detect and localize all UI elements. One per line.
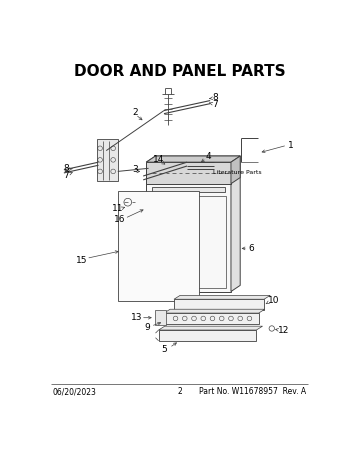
Text: 12: 12	[278, 326, 289, 334]
Polygon shape	[155, 310, 166, 325]
Polygon shape	[159, 330, 256, 341]
Polygon shape	[146, 162, 231, 292]
Text: 06/20/2023: 06/20/2023	[52, 387, 96, 396]
Text: Part No. W11678957  Rev. A: Part No. W11678957 Rev. A	[199, 387, 307, 396]
Text: 6: 6	[248, 244, 254, 253]
Polygon shape	[159, 326, 262, 330]
Text: 1: 1	[288, 141, 294, 150]
Polygon shape	[97, 139, 118, 181]
Text: 4: 4	[206, 152, 211, 161]
Polygon shape	[231, 156, 240, 184]
Bar	[151, 196, 226, 289]
Bar	[153, 187, 225, 192]
Text: Literature Parts: Literature Parts	[213, 170, 261, 175]
Text: 3: 3	[133, 165, 138, 174]
Text: 7: 7	[213, 100, 218, 109]
Text: 11: 11	[112, 204, 124, 213]
Polygon shape	[174, 299, 264, 310]
Polygon shape	[146, 156, 240, 162]
Polygon shape	[164, 313, 259, 324]
Text: 5: 5	[161, 345, 167, 354]
Text: 9: 9	[144, 323, 150, 332]
Text: 8: 8	[63, 164, 69, 173]
Text: 15: 15	[76, 256, 88, 265]
Polygon shape	[146, 156, 240, 162]
Text: 14: 14	[153, 155, 164, 164]
Text: 10: 10	[268, 296, 280, 305]
Polygon shape	[231, 156, 240, 292]
Text: 7: 7	[63, 171, 69, 180]
Text: 2: 2	[177, 387, 182, 396]
Polygon shape	[174, 295, 270, 299]
Text: 2: 2	[133, 108, 138, 116]
Polygon shape	[118, 192, 199, 301]
Text: 8: 8	[213, 93, 218, 102]
Text: DOOR AND PANEL PARTS: DOOR AND PANEL PARTS	[74, 63, 285, 79]
Polygon shape	[164, 309, 265, 313]
Text: 16: 16	[113, 216, 125, 224]
Polygon shape	[146, 162, 231, 184]
Text: 13: 13	[131, 313, 143, 322]
